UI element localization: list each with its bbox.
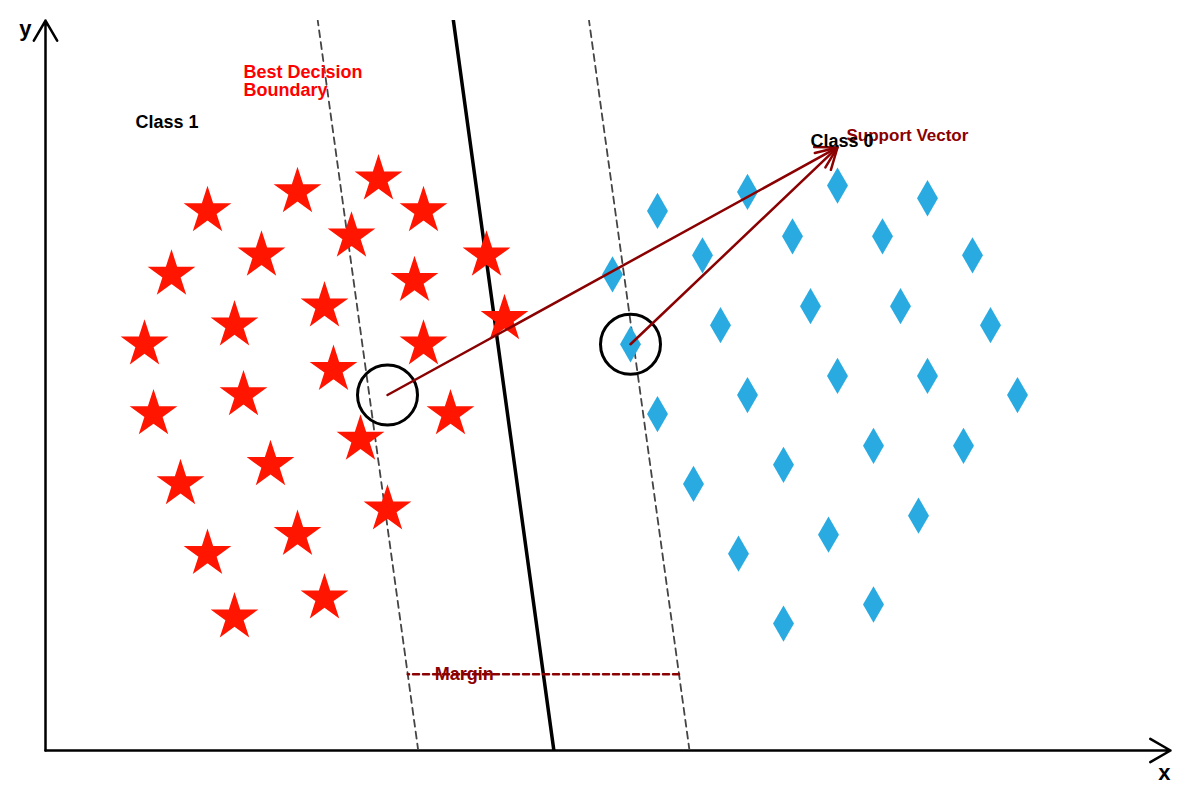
- svg-text:Class 0: Class 0: [811, 131, 874, 151]
- svg-text:y: y: [19, 16, 32, 41]
- svg-text:Margin: Margin: [435, 664, 494, 684]
- svg-text:Best DecisionBoundary: Best DecisionBoundary: [244, 62, 363, 100]
- svg-text:Class 1: Class 1: [136, 112, 199, 132]
- svg-text:Support Vector: Support Vector: [846, 126, 969, 146]
- svg-text:x: x: [1158, 760, 1171, 785]
